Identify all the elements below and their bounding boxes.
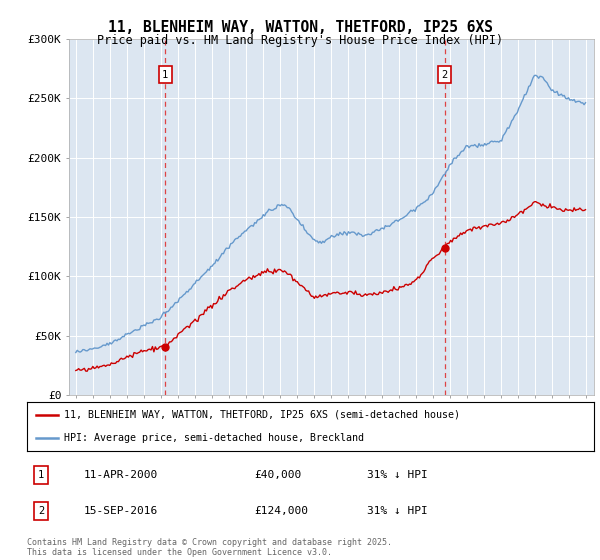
Text: £124,000: £124,000 — [254, 506, 308, 516]
Text: 11, BLENHEIM WAY, WATTON, THETFORD, IP25 6XS: 11, BLENHEIM WAY, WATTON, THETFORD, IP25… — [107, 20, 493, 35]
Text: £40,000: £40,000 — [254, 470, 301, 480]
Text: 1: 1 — [162, 70, 169, 80]
Text: 1: 1 — [38, 470, 44, 480]
Text: 11-APR-2000: 11-APR-2000 — [84, 470, 158, 480]
Text: 15-SEP-2016: 15-SEP-2016 — [84, 506, 158, 516]
Text: 31% ↓ HPI: 31% ↓ HPI — [367, 470, 428, 480]
Text: 11, BLENHEIM WAY, WATTON, THETFORD, IP25 6XS (semi-detached house): 11, BLENHEIM WAY, WATTON, THETFORD, IP25… — [64, 410, 460, 420]
Text: Price paid vs. HM Land Registry's House Price Index (HPI): Price paid vs. HM Land Registry's House … — [97, 34, 503, 46]
Text: 31% ↓ HPI: 31% ↓ HPI — [367, 506, 428, 516]
Text: HPI: Average price, semi-detached house, Breckland: HPI: Average price, semi-detached house,… — [64, 433, 364, 444]
Text: 2: 2 — [442, 70, 448, 80]
Text: Contains HM Land Registry data © Crown copyright and database right 2025.
This d: Contains HM Land Registry data © Crown c… — [27, 538, 392, 557]
Text: 2: 2 — [38, 506, 44, 516]
